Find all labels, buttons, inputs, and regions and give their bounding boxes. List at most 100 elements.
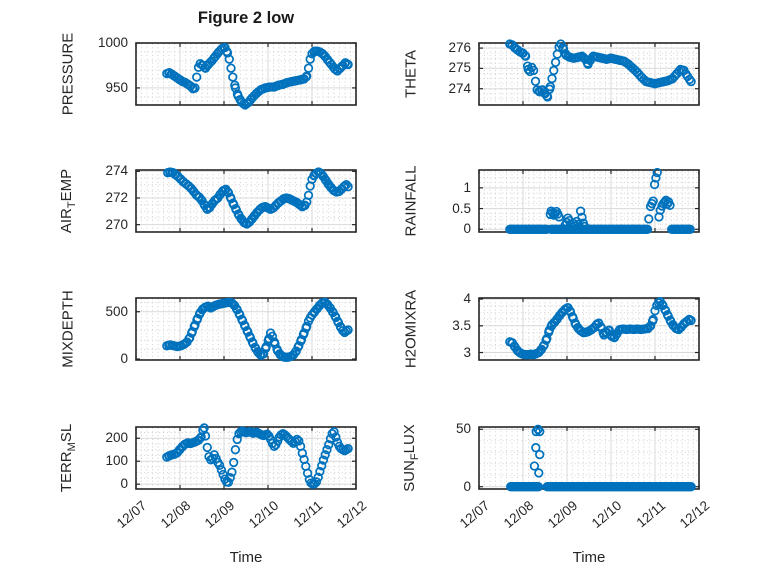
y-tick-label: 0 [120,351,128,367]
plot-area-theta [478,39,700,106]
y-tick-label: 1 [463,179,471,195]
y-tick-label: 4 [463,291,471,307]
marker [533,482,544,492]
marker [322,445,332,455]
marker [332,66,343,76]
marker [341,180,351,190]
subplot-mixdepth: 0 500 MIXDEPTH [60,290,357,368]
marker [302,321,312,332]
marker [320,450,330,460]
marker [253,347,263,358]
y-axis-label: RAINFALL [402,165,420,237]
data-points [162,423,353,489]
marker [329,427,339,437]
subplot-rainfall: 0 0.5 1 RAINFALL [403,166,700,236]
y-axis-label: AIRTEMP [58,168,78,234]
marker [343,325,353,335]
y-tick-label: 100 [105,453,128,469]
marker [223,477,234,487]
y-tick-label: 0 [463,221,471,237]
y-axis-label: PRESSURE [59,32,77,116]
axis-ticks [135,42,357,105]
marker [227,298,237,308]
y-tick-label: 50 [455,421,471,437]
plot-area-h2omixra [478,297,700,361]
y-axis-label: THETA [402,49,420,99]
marker [648,196,658,206]
y-tick-label: 950 [105,79,128,95]
marker [214,460,225,470]
y-tick-label: 274 [105,163,128,179]
minor-grid [479,427,699,489]
marker [318,455,329,465]
marker [317,49,328,59]
marker [184,181,194,191]
marker [227,467,237,477]
data-points [505,297,696,360]
marker [192,72,202,82]
marker [531,443,541,453]
axis-ticks [135,170,357,232]
y-tick-label: 276 [448,40,471,56]
y-tick-label: 0 [120,476,128,492]
marker [343,59,353,70]
marker [313,472,323,482]
plot-area-mixdepth [135,297,357,362]
marker [324,440,334,450]
subplot-sun-flux: 0 50 SUNFLUX 12/07 12/08 12/09 12/10 12/11 12/12… [401,421,712,566]
marker [292,434,302,445]
marker [230,445,241,455]
marker [674,324,684,335]
marker [554,212,564,222]
marker [334,186,344,196]
marker [535,449,545,460]
marker [230,83,241,93]
marker [311,477,322,487]
y-axis-label: TERRMSL [58,423,78,493]
marker [315,466,325,477]
marker [216,465,227,475]
y-axis-label: SUNFLUX [401,424,421,492]
marker [343,443,353,454]
y-tick-label: 272 [105,190,128,205]
y-tick-label: 3.5 [452,317,471,333]
marker [529,461,540,471]
marker [648,314,658,325]
plot-area-rainfall [478,167,700,234]
y-tick-label: 1000 [97,35,128,50]
marker [643,323,653,334]
marker [331,432,341,442]
marker [303,190,314,200]
marker [530,76,541,86]
marker [325,434,336,444]
y-tick-label: 500 [105,303,128,319]
marker [294,436,304,446]
marker [650,306,660,316]
marker [225,473,235,483]
marker [190,83,200,93]
marker [575,206,586,216]
marker [317,461,327,471]
marker [320,297,330,307]
y-tick-label: 0.5 [452,200,471,216]
marker [644,214,654,224]
y-tick-label: 0 [463,478,471,494]
marker [651,173,661,183]
marker [173,172,183,182]
marker [339,181,350,191]
marker [343,182,353,192]
subplot-pressure: 950 1000 PRESSURE [60,33,357,115]
axis-ticks [478,43,700,105]
marker [226,63,236,73]
marker [299,74,309,84]
marker [297,448,307,458]
marker [547,73,557,84]
marker [549,65,559,76]
marker [222,48,233,58]
y-axis-label: H2OMIXRA [402,289,420,369]
marker [547,320,557,330]
data-points [505,39,696,102]
marker [684,74,695,85]
marker [652,167,662,178]
marker [642,224,653,234]
